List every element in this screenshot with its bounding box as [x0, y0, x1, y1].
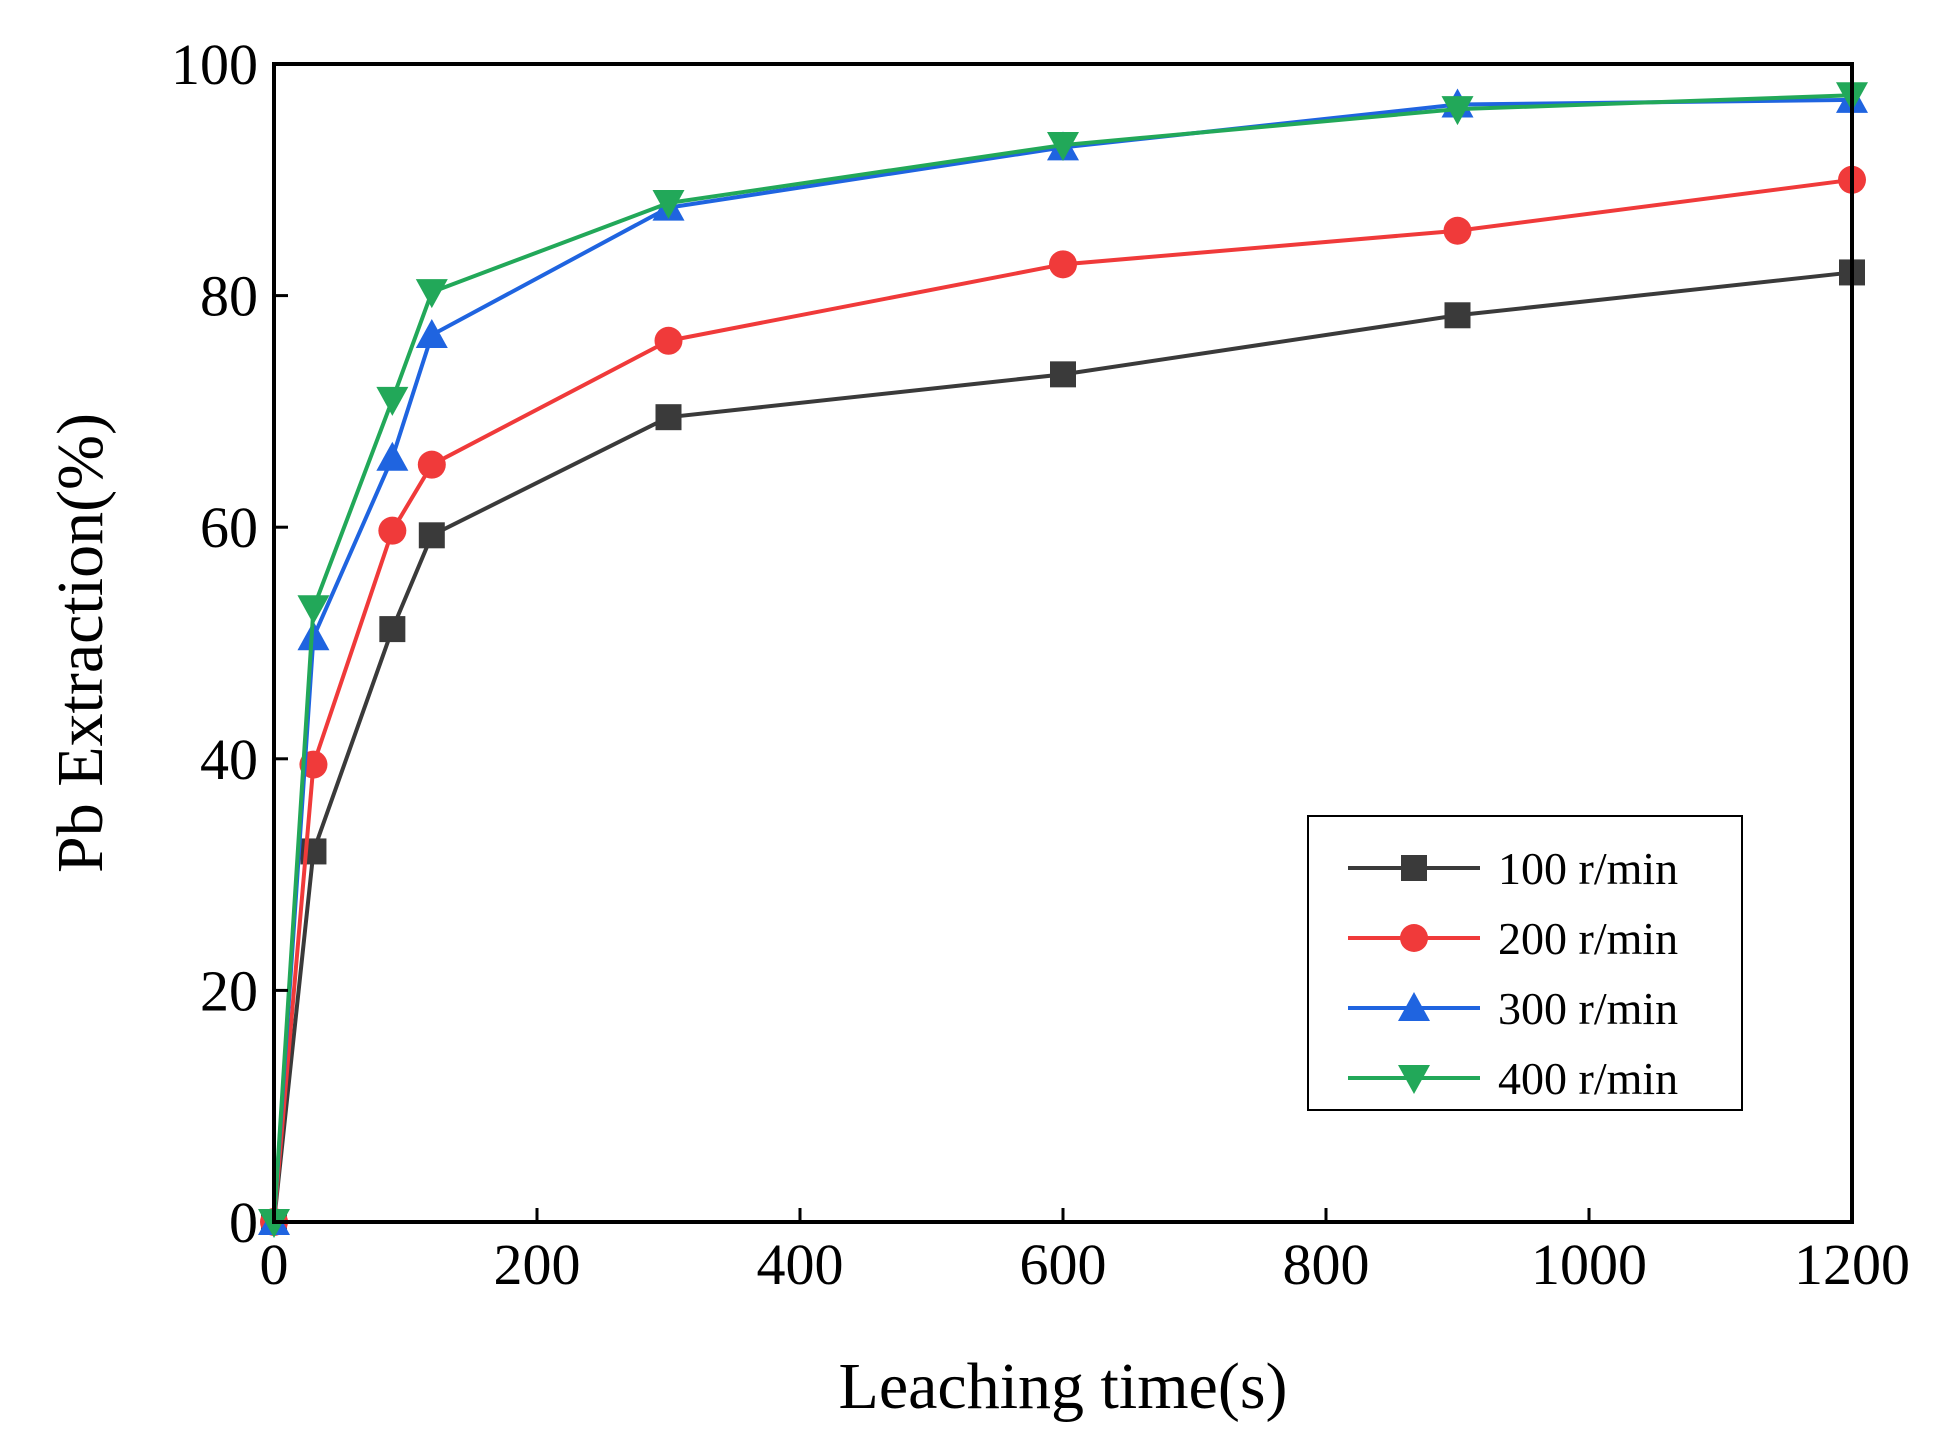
data-point	[652, 189, 685, 219]
legend-item: 400 r/min	[1348, 1053, 1678, 1104]
data-point	[654, 326, 683, 355]
data-point	[379, 616, 406, 643]
series-line	[272, 270, 1853, 1223]
legend-marker	[1398, 992, 1430, 1021]
legend-box	[1307, 815, 1743, 1111]
y-tick-label: 100	[171, 32, 258, 97]
data-point	[417, 450, 446, 479]
y-tick-label: 80	[200, 264, 258, 329]
legend-label: 300 r/min	[1498, 983, 1678, 1034]
legend-marker	[1401, 855, 1427, 881]
data-point	[1444, 302, 1471, 329]
y-tick-label: 0	[229, 1190, 258, 1255]
data-point	[1441, 96, 1474, 126]
x-tick-label: 800	[1283, 1232, 1370, 1297]
x-tick-label: 1200	[1794, 1232, 1910, 1297]
legend-marker	[1398, 1065, 1430, 1094]
data-point	[1049, 250, 1077, 279]
series-line	[272, 97, 1853, 1223]
data-point	[1443, 216, 1472, 245]
data-point	[655, 404, 682, 431]
legend-label: 200 r/min	[1498, 913, 1678, 964]
y-tick-label: 20	[200, 958, 258, 1023]
data-point	[376, 386, 409, 416]
data-point	[376, 441, 409, 471]
legend-label: 100 r/min	[1498, 843, 1678, 894]
data-point	[415, 318, 448, 348]
legend-item: 200 r/min	[1348, 913, 1678, 964]
ticks-layer: 0 200 400 600 800 1000 1200 0 20 40 60 80 100	[171, 32, 1910, 1297]
data-point	[418, 522, 445, 549]
x-tick-label: 200	[494, 1232, 581, 1297]
legend: 100 r/min 200 r/min 300 r/min 400 r/min	[1307, 815, 1743, 1111]
series-0	[261, 259, 1865, 1235]
y-tick-label: 60	[200, 495, 258, 560]
series-line	[272, 177, 1853, 1223]
legend-item: 100 r/min	[1348, 843, 1678, 894]
x-tick-label: 1000	[1531, 1232, 1647, 1297]
data-point	[378, 516, 407, 545]
legend-label: 400 r/min	[1498, 1053, 1678, 1104]
legend-item: 300 r/min	[1348, 983, 1678, 1034]
y-axis-title: Pb Extraction(%)	[44, 413, 117, 873]
data-point	[1047, 132, 1079, 162]
x-tick-label: 0	[260, 1232, 289, 1297]
series-line	[272, 93, 1853, 1223]
x-tick-label: 600	[1020, 1232, 1107, 1297]
x-axis-title: Leaching time(s)	[839, 1350, 1288, 1423]
y-tick-label: 40	[200, 727, 258, 792]
legend-marker	[1400, 924, 1428, 952]
data-point	[297, 595, 330, 625]
data-point	[415, 279, 448, 309]
x-tick-label: 400	[757, 1232, 844, 1297]
data-point	[1050, 361, 1076, 388]
